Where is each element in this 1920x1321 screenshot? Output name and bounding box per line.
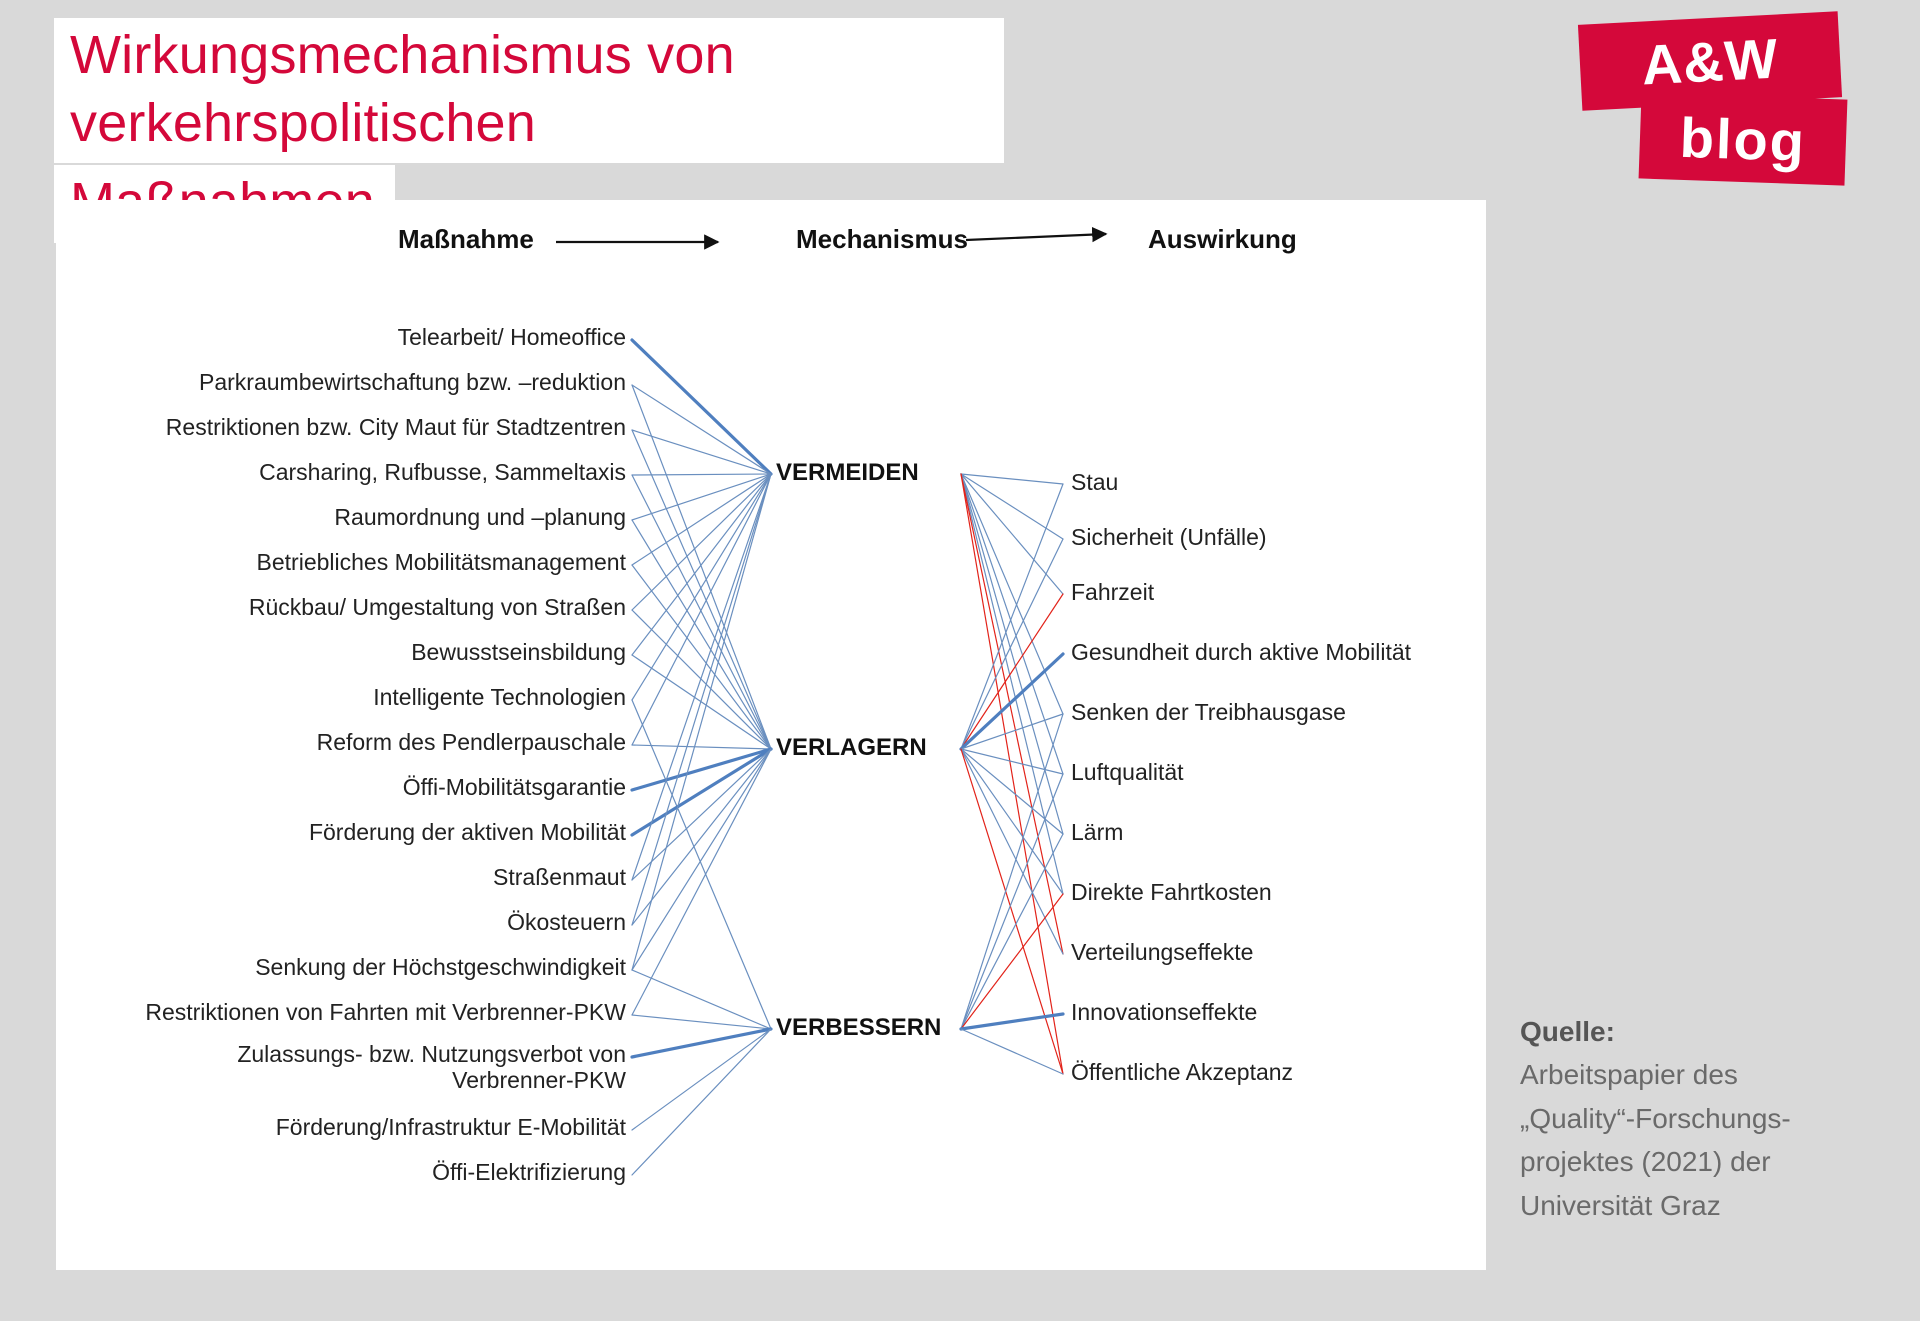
measure-label: Restriktionen von Fahrten mit Verbrenner… <box>145 999 626 1025</box>
edge-measure-mechanism <box>632 385 771 749</box>
edge-measure-mechanism <box>632 474 771 700</box>
edge-measure-mechanism <box>632 700 771 1029</box>
edge-measure-mechanism <box>632 385 771 474</box>
edge-measure-mechanism <box>632 749 771 925</box>
measure-label: Reform des Pendlerpauschale <box>317 729 626 755</box>
edge-measure-mechanism <box>632 1029 771 1175</box>
edge-mechanism-outcome <box>961 714 1063 749</box>
measure-label: Zulassungs- bzw. Nutzungsverbot von <box>237 1041 626 1067</box>
edge-measure-mechanism <box>632 610 771 749</box>
measure-label: Betriebliches Mobilitätsmanagement <box>257 549 627 575</box>
mechanism-label: VERLAGERN <box>776 734 927 761</box>
edge-measure-mechanism <box>632 749 771 1015</box>
edge-measure-mechanism <box>632 749 771 970</box>
edge-mechanism-outcome <box>961 474 1063 484</box>
edge-measure-mechanism <box>632 474 771 475</box>
col-header-outcome: Auswirkung <box>1148 224 1297 254</box>
edge-measure-mechanism <box>632 340 771 474</box>
measure-label: Straßenmaut <box>493 864 627 890</box>
measure-label: Restriktionen bzw. City Maut für Stadtze… <box>166 414 626 440</box>
outcome-label: Fahrzeit <box>1071 579 1155 605</box>
edge-measure-mechanism <box>632 474 771 880</box>
col-header-measure: Maßnahme <box>398 224 534 254</box>
mechanism-label: VERMEIDEN <box>776 459 919 486</box>
measure-label: Senkung der Höchstgeschwindigkeit <box>255 954 626 980</box>
diagram-panel: Maßnahme Mechanismus Auswirkung VERMEIDEN VE… <box>56 200 1486 1270</box>
source-label: Quelle: <box>1520 1016 1615 1047</box>
measure-label: Raumordnung und –planung <box>334 504 626 530</box>
measure-label: Parkraumbewirtschaftung bzw. –reduktion <box>199 369 626 395</box>
outcome-label: Verteilungseffekte <box>1071 939 1253 965</box>
col-header-mechanism: Mechanismus <box>796 224 968 254</box>
edge-measure-mechanism <box>632 474 771 520</box>
outcome-label: Direkte Fahrtkosten <box>1071 879 1272 905</box>
edge-measure-mechanism <box>632 474 771 745</box>
edge-mechanism-outcome <box>961 474 1063 774</box>
source-text: Arbeitspapier des „Quality“-Forschungs­p… <box>1520 1059 1791 1220</box>
edge-mechanism-outcome <box>961 894 1063 1029</box>
edge-mechanism-outcome <box>961 474 1063 714</box>
measure-label: Förderung der aktiven Mobilität <box>309 819 627 845</box>
outcome-label: Sicherheit (Unfälle) <box>1071 524 1267 550</box>
title-line-1: Wirkungsmechanismus von verkehrspolitisc… <box>54 18 1004 163</box>
outcome-label: Öffentliche Akzeptanz <box>1071 1059 1293 1085</box>
measure-label: Telearbeit/ Homeoffice <box>398 324 626 350</box>
edge-measure-mechanism <box>632 474 771 565</box>
outcome-label: Innovationseffekte <box>1071 999 1257 1025</box>
outcome-label: Stau <box>1071 469 1118 495</box>
edge-measure-mechanism <box>632 520 771 749</box>
measure-label: Öffi-Mobilitätsgarantie <box>403 774 626 800</box>
aw-blog-logo: A&W blog <box>1580 18 1850 188</box>
edge-measure-mechanism <box>632 1029 771 1057</box>
edge-measure-mechanism <box>632 475 771 749</box>
mechanism-label: VERBESSERN <box>776 1014 941 1041</box>
edge-mechanism-outcome <box>961 834 1063 1029</box>
source-citation: Quelle: Arbeitspapier des „Quality“-Fors… <box>1520 1010 1860 1227</box>
edge-measure-mechanism <box>632 749 771 790</box>
edge-mechanism-outcome <box>961 474 1063 954</box>
logo-line-2: blog <box>1639 92 1848 185</box>
header-arrow-2 <box>966 234 1106 240</box>
measure-label: Förderung/Infrastruktur E-Mobilität <box>276 1114 627 1140</box>
edge-mechanism-outcome <box>961 1029 1063 1074</box>
edge-mechanism-outcome <box>961 474 1063 594</box>
measure-label: Rückbau/ Umgestaltung von Straßen <box>249 594 626 620</box>
edge-mechanism-outcome <box>961 474 1063 894</box>
outcome-label: Lärm <box>1071 819 1123 845</box>
measure-label: Carsharing, Rufbusse, Sammeltaxis <box>259 459 626 485</box>
measure-label: Öffi-Elektrifizierung <box>432 1159 626 1185</box>
edge-mechanism-outcome <box>961 474 1063 1074</box>
edge-measure-mechanism <box>632 474 771 655</box>
edge-mechanism-outcome <box>961 774 1063 1029</box>
outcome-label: Gesundheit durch aktive Mobilität <box>1071 639 1412 665</box>
measure-label: Intelligente Technologien <box>373 684 626 710</box>
outcome-label: Senken der Treibhausgase <box>1071 699 1346 725</box>
sankey-diagram: Maßnahme Mechanismus Auswirkung VERMEIDEN VE… <box>56 200 1486 1270</box>
edge-measure-mechanism <box>632 749 771 835</box>
outcome-label: Luftqualität <box>1071 759 1184 785</box>
measure-label: Ökosteuern <box>507 909 626 935</box>
edge-measure-mechanism <box>632 1015 771 1029</box>
measure-label: Verbrenner-PKW <box>452 1067 626 1093</box>
measure-label: Bewusstseinsbildung <box>411 639 626 665</box>
edge-mechanism-outcome <box>961 654 1063 749</box>
edge-mechanism-outcome <box>961 539 1063 749</box>
